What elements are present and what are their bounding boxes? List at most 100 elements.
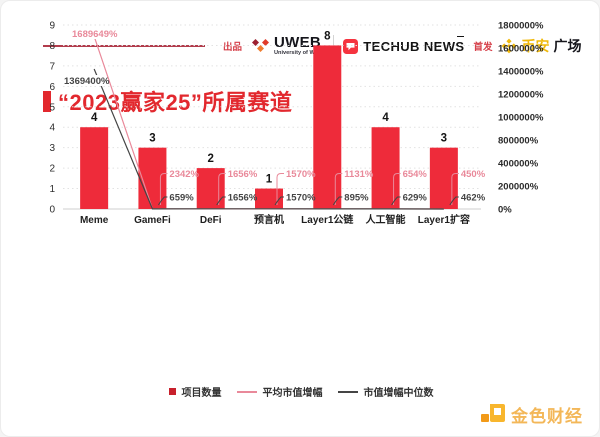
label-backing — [62, 75, 104, 86]
category-label: Layer1公链 — [301, 213, 354, 226]
title-row: “2023赢家25”所属赛道 — [43, 85, 292, 117]
bar-Layer1扩容 — [429, 147, 458, 209]
jinse-wordmark: 金色财经 — [511, 406, 583, 426]
bar-GameFi — [138, 147, 167, 209]
left-axis-tick: 1 — [49, 184, 55, 195]
median-callout-label: 629% — [403, 193, 428, 204]
median-callout-connector — [449, 196, 459, 206]
right-axis-tick: 1200000% — [498, 90, 544, 101]
avg-callout-connector — [159, 173, 168, 205]
category-label: Meme — [80, 215, 109, 226]
avg-callout-connector — [451, 173, 459, 205]
median-callout-label: 659% — [169, 193, 194, 204]
page-title: “2023赢家25”所属赛道 — [58, 90, 293, 115]
first-published-label: 首发 — [473, 42, 493, 53]
avg-callout-label: 654% — [403, 169, 428, 180]
left-axis-tick: 3 — [49, 143, 55, 154]
category-label: 预言机 — [254, 213, 284, 226]
bar-value-label: 3 — [441, 133, 447, 145]
legend-label: 项目数量 — [181, 388, 222, 399]
avg-callout-label: 2342% — [169, 169, 199, 180]
techub-icon — [343, 38, 359, 54]
legend-square-swatch — [168, 388, 176, 395]
jinse-finance-logo: 金色财经 — [480, 401, 583, 427]
left-axis-tick: 6 — [49, 82, 55, 93]
bar-value-label: 2 — [208, 153, 214, 165]
techub-logo: TECHUB NEWS — [343, 35, 465, 54]
category-label: GameFi — [134, 215, 171, 226]
category-label: Layer1扩容 — [418, 213, 470, 226]
avg-label-meme: 1689649% — [72, 29, 118, 40]
uweb-subtitle: University of Web3 — [274, 50, 325, 57]
uweb-icon — [252, 39, 270, 52]
right-axis-tick: 1000000% — [498, 113, 544, 124]
bar-DeFi — [196, 168, 225, 209]
bar-value-label: 1 — [266, 174, 273, 186]
left-axis-tick: 8 — [49, 41, 55, 52]
title-marker — [43, 90, 51, 112]
right-axis-tick: 400000% — [498, 159, 539, 170]
category-label: 人工智能 — [366, 213, 406, 226]
avg-callout-connector — [334, 173, 343, 205]
chart-legend: 项目数量 平均市值增幅 市值增幅中位数 — [1, 384, 599, 399]
binance-wordmark-black: 广场 — [553, 38, 582, 54]
legend-item-市值增幅中位数: 市值增幅中位数 — [337, 384, 434, 399]
bar-value-label: 8 — [324, 30, 331, 42]
binance-icon — [502, 38, 517, 54]
right-axis-tick: 1800000% — [498, 21, 544, 32]
legend-label: 市值增幅中位数 — [363, 388, 434, 399]
binance-wordmark-gold: 币安 — [521, 38, 550, 54]
median-callout-connector — [332, 196, 343, 206]
header-divider-line — [43, 45, 205, 47]
median-callout-label: 1656% — [228, 193, 258, 204]
median-callout-label: 462% — [461, 193, 486, 204]
avg-callout-label: 1656% — [228, 169, 258, 180]
category-label: DeFi — [200, 215, 222, 226]
bar-Layer1公链 — [313, 45, 342, 209]
line-市值增幅中位数 — [93, 68, 444, 210]
median-callout-connector — [158, 196, 168, 206]
bar-value-label: 4 — [91, 112, 98, 124]
right-axis-tick: 1600000% — [498, 44, 544, 55]
median-callout-label: 1570% — [286, 193, 316, 204]
avg-callout-label: 450% — [461, 169, 486, 180]
header-brands: 出品 UWEB University of Web3 TECHUB NEWS 首… — [223, 31, 581, 61]
median-label-meme: 1369400% — [64, 76, 110, 87]
right-axis-tick: 1400000% — [498, 67, 544, 78]
bar-人工智能 — [371, 127, 400, 209]
avg-callout-connector — [393, 173, 401, 205]
median-callout-connector — [274, 196, 284, 206]
median-callout-label: 895% — [344, 193, 369, 204]
right-axis-tick: 200000% — [498, 182, 539, 193]
bar-value-label: 4 — [382, 112, 389, 124]
left-axis-tick: 0 — [49, 205, 55, 216]
avg-callout-connector — [276, 173, 284, 205]
legend-item-平均市值增幅: 平均市值增幅 — [236, 384, 323, 399]
produced-by-label: 出品 — [223, 42, 243, 53]
legend-line-swatch — [337, 390, 358, 393]
bar-value-label: 3 — [149, 133, 155, 145]
uweb-logo: UWEB University of Web3 — [251, 35, 324, 57]
legend-label: 平均市值增幅 — [262, 388, 323, 399]
avg-callout-connector — [218, 173, 226, 205]
bar-Meme — [80, 127, 109, 209]
median-callout-connector — [216, 196, 226, 206]
uweb-wordmark-group: UWEB University of Web3 — [274, 35, 324, 57]
left-axis-tick: 4 — [49, 123, 55, 134]
left-axis-tick: 2 — [49, 164, 55, 175]
avg-callout-label: 1570% — [286, 169, 316, 180]
label-backing — [70, 28, 114, 39]
left-axis-tick: 7 — [49, 61, 55, 72]
jinse-icon — [481, 404, 505, 422]
right-axis-tick: 0% — [498, 205, 512, 216]
avg-callout-label: 1131% — [344, 169, 374, 180]
binance-square-logo: 币安 广场 — [501, 36, 581, 56]
legend-line-swatch — [236, 390, 257, 393]
techub-wordmark: TECHUB NEWS — [363, 35, 465, 54]
left-axis-tick: 5 — [49, 102, 55, 113]
median-callout-connector — [391, 196, 401, 206]
left-axis-tick: 9 — [49, 21, 55, 32]
uweb-wordmark: UWEB — [274, 34, 322, 52]
